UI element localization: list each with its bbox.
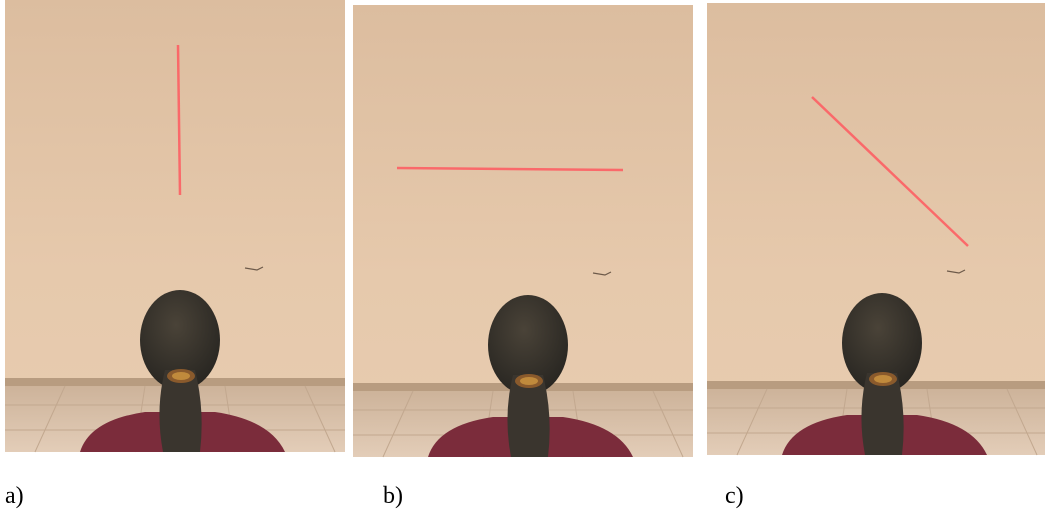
panel-label: a)	[5, 483, 24, 509]
panel-c	[707, 3, 1045, 455]
panel-a	[5, 0, 345, 452]
figure: a) b) c)	[0, 0, 1045, 515]
panel-b	[353, 5, 693, 457]
panel-label: b)	[383, 483, 403, 509]
panel-label: c)	[725, 483, 744, 509]
